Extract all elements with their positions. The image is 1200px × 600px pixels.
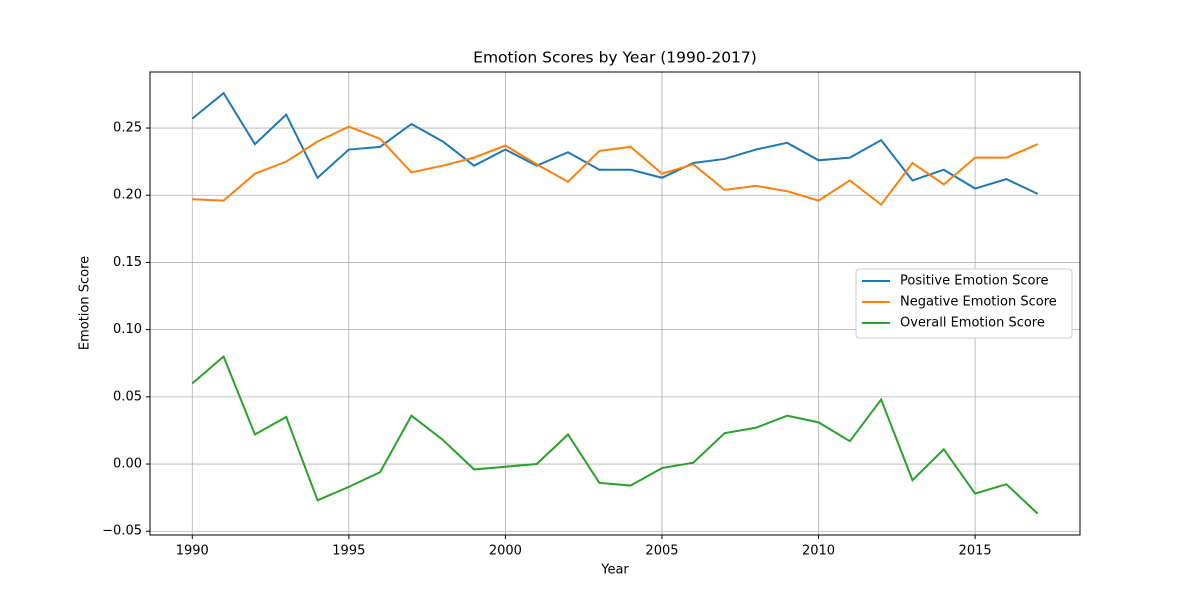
y-axis-label: Emotion Score (78, 256, 93, 350)
chart-title: Emotion Scores by Year (1990-2017) (473, 49, 757, 67)
x-tick-label: 2015 (959, 544, 992, 559)
x-tick-label: 1990 (176, 544, 209, 559)
plot-frame (149, 71, 1081, 536)
y-tick-label: 0.10 (113, 322, 142, 337)
legend-box (855, 268, 1073, 339)
legend-label: Overall Emotion Score (900, 316, 1045, 331)
y-tick-label: 0.25 (113, 121, 142, 136)
legend-label: Negative Emotion Score (900, 295, 1057, 310)
x-axis-label: Year (600, 563, 629, 578)
series-line (191, 91, 1039, 195)
x-tick-label: 2010 (802, 544, 835, 559)
y-tick-label: 0.00 (113, 457, 142, 472)
y-tick-label: 0.05 (113, 389, 142, 404)
y-tick-label: 0.20 (113, 188, 142, 203)
legend-label: Positive Emotion Score (900, 274, 1049, 289)
series-line (192, 125, 1039, 207)
y-tick-label: 0.15 (113, 255, 142, 270)
x-tick-label: 1995 (332, 544, 365, 559)
series-line (191, 354, 1039, 515)
y-tick-label: −0.05 (102, 524, 142, 539)
x-tick-label: 2005 (645, 544, 678, 559)
x-tick-label: 2000 (489, 544, 522, 559)
